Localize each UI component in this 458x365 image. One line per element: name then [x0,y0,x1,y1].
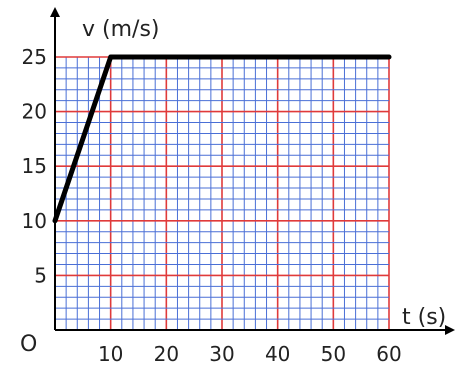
y-tick-label: 10 [22,209,47,233]
x-tick-label: 20 [154,342,179,365]
x-tick-label: 30 [209,342,234,365]
x-tick-label: 40 [265,342,290,365]
series-line [52,54,392,224]
y-tick-label: 15 [22,154,47,178]
y-tick-label: 5 [34,263,47,287]
y-axis-title: v (m/s) [82,17,159,42]
y-tick-label: 20 [22,100,47,124]
x-axis-title: t (s) [402,305,446,330]
x-tick-label: 60 [376,342,401,365]
grid [55,56,390,330]
tick-labels: 10 20 30 40 50 60 5 10 15 20 25 [22,45,402,365]
x-tick-label: 10 [98,342,123,365]
x-tick-label: 50 [321,342,346,365]
y-tick-label: 25 [22,45,47,69]
origin-label: O [20,332,37,357]
